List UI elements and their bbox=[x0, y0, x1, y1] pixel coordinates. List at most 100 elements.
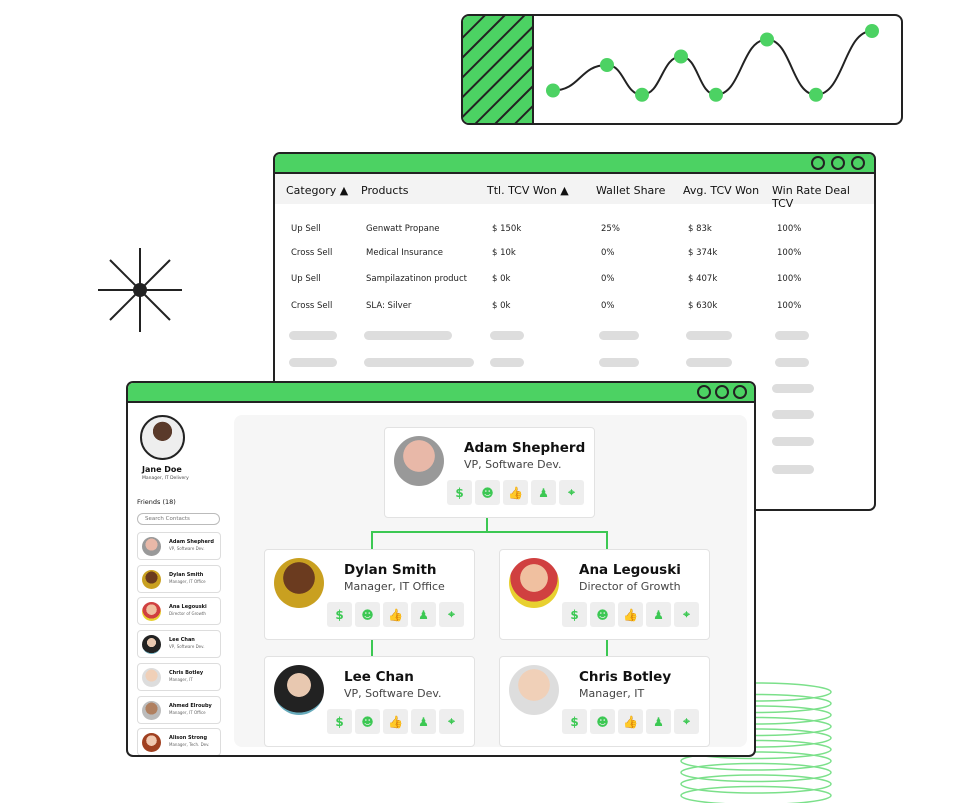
avatar bbox=[509, 665, 559, 715]
placeholder-bar bbox=[772, 410, 814, 419]
target-icon[interactable]: ⌖ bbox=[439, 602, 464, 627]
column-header[interactable]: Wallet Share bbox=[596, 184, 666, 197]
table-cell: Up Sell bbox=[291, 274, 321, 284]
smile-icon[interactable]: ☻ bbox=[590, 602, 615, 627]
dollar-icon[interactable]: $ bbox=[327, 709, 352, 734]
avatar bbox=[274, 558, 324, 608]
window-circle-button[interactable] bbox=[831, 156, 845, 170]
column-header[interactable]: Category ▲ bbox=[286, 184, 349, 197]
data-point bbox=[546, 83, 560, 98]
table-cell: 0% bbox=[601, 274, 615, 284]
avatar bbox=[142, 537, 161, 556]
target-icon[interactable]: ⌖ bbox=[674, 709, 699, 734]
org-chart-panel: Adam Shepherd VP, Software Dev. $ ☻ 👍 ♟ ⌖ Dylan… bbox=[234, 415, 747, 747]
org-card[interactable]: Chris Botley Manager, IT $ ☻ 👍 ♟ ⌖ bbox=[499, 656, 710, 747]
thumb-icon[interactable]: 👍 bbox=[383, 709, 408, 734]
person-name: Lee Chan bbox=[344, 669, 414, 685]
window-circle-button[interactable] bbox=[811, 156, 825, 170]
org-chart-window: Jane Doe Manager, IT Delivery Friends (1… bbox=[126, 381, 756, 757]
avatar bbox=[140, 415, 185, 460]
dollar-icon[interactable]: $ bbox=[447, 480, 472, 505]
dollar-icon[interactable]: $ bbox=[562, 709, 587, 734]
column-header[interactable]: Products bbox=[361, 184, 409, 197]
org-card[interactable]: Ana Legouski Director of Growth $ ☻ 👍 ♟ ⌖ bbox=[499, 549, 710, 640]
smile-icon[interactable]: ☻ bbox=[590, 709, 615, 734]
person-icon[interactable]: ♟ bbox=[646, 602, 671, 627]
data-point bbox=[709, 87, 723, 102]
placeholder-bar bbox=[364, 331, 452, 340]
placeholder-bar bbox=[289, 358, 337, 367]
target-icon[interactable]: ⌖ bbox=[559, 480, 584, 505]
dollar-icon[interactable]: $ bbox=[327, 602, 352, 627]
table-cell: Cross Sell bbox=[291, 301, 333, 311]
smile-icon[interactable]: ☻ bbox=[475, 480, 500, 505]
dollar-icon[interactable]: $ bbox=[562, 602, 587, 627]
table-cell: $ 83k bbox=[688, 224, 712, 234]
table-cell: $ 0k bbox=[492, 274, 511, 284]
org-card[interactable]: Lee Chan VP, Software Dev. $ ☻ 👍 ♟ ⌖ bbox=[264, 656, 475, 747]
person-name: Chris Botley bbox=[579, 669, 672, 685]
org-card[interactable]: Adam Shepherd VP, Software Dev. $ ☻ 👍 ♟ ⌖ bbox=[384, 427, 595, 518]
contact-role: VP, Software Dev. bbox=[169, 546, 205, 551]
target-icon[interactable]: ⌖ bbox=[439, 709, 464, 734]
data-point bbox=[760, 32, 774, 47]
column-header[interactable]: Ttl. TCV Won ▲ bbox=[487, 184, 569, 197]
table-cell: Sampilazatinon product bbox=[366, 274, 467, 284]
contact-item[interactable]: Lee Chan VP, Software Dev. bbox=[137, 630, 221, 659]
contact-item[interactable]: Chris Botley Manager, IT bbox=[137, 662, 221, 691]
table-cell: 0% bbox=[601, 248, 615, 258]
contact-name: Alison Strong bbox=[169, 735, 208, 742]
line-chart-card bbox=[461, 14, 903, 125]
contact-item[interactable]: Adam Shepherd VP, Software Dev. bbox=[137, 532, 221, 560]
spring-coil bbox=[680, 751, 832, 771]
window-circle-button[interactable] bbox=[697, 385, 711, 399]
column-header[interactable]: Avg. TCV Won bbox=[683, 184, 760, 197]
smile-icon[interactable]: ☻ bbox=[355, 709, 380, 734]
table-cell: $ 374k bbox=[688, 248, 718, 258]
table-cell: $ 630k bbox=[688, 301, 718, 311]
thumb-icon[interactable]: 👍 bbox=[383, 602, 408, 627]
contact-role: Manager, Tech. Dev. bbox=[169, 742, 210, 748]
data-point bbox=[809, 87, 823, 102]
hatched-area bbox=[463, 16, 533, 123]
avatar bbox=[274, 665, 324, 715]
person-role: Manager, IT bbox=[579, 687, 645, 700]
smile-icon[interactable]: ☻ bbox=[355, 602, 380, 627]
window-circle-button[interactable] bbox=[733, 385, 747, 399]
contact-role: Manager, IT Office bbox=[169, 578, 206, 584]
table-cell: $ 407k bbox=[688, 274, 718, 284]
contact-item[interactable]: Ahmed Elrouby Manager, IT Office bbox=[137, 695, 221, 724]
data-point bbox=[865, 24, 879, 38]
contact-name: Lee Chan bbox=[169, 637, 195, 644]
table-cell: Cross Sell bbox=[291, 248, 333, 258]
person-icon[interactable]: ♟ bbox=[646, 709, 671, 734]
person-icon[interactable]: ♟ bbox=[531, 480, 556, 505]
person-icon[interactable]: ♟ bbox=[411, 709, 436, 734]
person-name: Dylan Smith bbox=[344, 562, 437, 578]
person-icon[interactable]: ♟ bbox=[411, 602, 436, 627]
thumb-icon[interactable]: 👍 bbox=[503, 480, 528, 505]
contact-item[interactable]: Dylan Smith Manager, IT Office bbox=[137, 564, 221, 593]
placeholder-bar bbox=[686, 358, 732, 367]
table-cell: 100% bbox=[777, 274, 802, 284]
table-cell: $ 10k bbox=[492, 248, 516, 258]
thumb-icon[interactable]: 👍 bbox=[618, 709, 643, 734]
data-point bbox=[635, 87, 649, 102]
org-card[interactable]: Dylan Smith Manager, IT Office $ ☻ 👍 ♟ ⌖ bbox=[264, 549, 475, 640]
window-circle-button[interactable] bbox=[715, 385, 729, 399]
placeholder-bar bbox=[599, 331, 639, 340]
contact-item[interactable]: Alison Strong Manager, Tech. Dev. bbox=[137, 728, 221, 755]
table-cell: Up Sell bbox=[291, 224, 321, 234]
placeholder-bar bbox=[364, 358, 474, 367]
window-circle-button[interactable] bbox=[851, 156, 865, 170]
placeholder-bar bbox=[775, 331, 809, 340]
contact-item[interactable]: Ana Legouski Director of Growth bbox=[137, 597, 221, 626]
person-role: Director of Growth bbox=[579, 580, 681, 593]
thumb-icon[interactable]: 👍 bbox=[618, 602, 643, 627]
target-icon[interactable]: ⌖ bbox=[674, 602, 699, 627]
column-header[interactable]: Win Rate Deal TCV bbox=[772, 184, 850, 210]
search-contacts-input[interactable] bbox=[137, 513, 220, 525]
table-cell: $ 150k bbox=[492, 224, 522, 234]
table-cell: $ 0k bbox=[492, 301, 511, 311]
avatar bbox=[509, 558, 559, 608]
